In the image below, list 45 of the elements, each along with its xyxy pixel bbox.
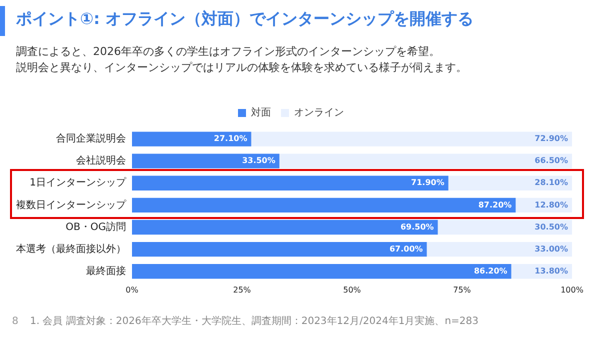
- bar: [251, 132, 572, 146]
- data-label: 27.10%: [214, 134, 248, 144]
- text: 説明会と異なり、インターンシップではリアルの体験を体験を求めている様子が伺えます。: [16, 60, 467, 76]
- bar: [132, 242, 427, 257]
- data-label: 67.00%: [389, 244, 423, 254]
- bar: [448, 176, 572, 190]
- y-tick-label: OB・OG訪問: [66, 220, 126, 233]
- y-tick-label: 最終面接: [86, 264, 126, 277]
- data-label: 33.50%: [242, 156, 276, 166]
- bar: [132, 198, 516, 213]
- x-tick-label: 25%: [233, 285, 252, 294]
- data-label: 72.90%: [534, 134, 568, 144]
- bar: [132, 132, 252, 146]
- data-label: 13.80%: [534, 266, 568, 276]
- y-tick-label: 複数日インターンシップ: [16, 198, 127, 211]
- bar: [132, 176, 448, 190]
- y-tick-label: 本選考（最終面接以外）: [16, 242, 126, 255]
- data-label: 30.50%: [534, 222, 568, 232]
- data-label: 66.50%: [534, 156, 568, 166]
- legend-label: 対面: [251, 106, 271, 119]
- bar: [132, 154, 280, 168]
- x-tick-label: 50%: [343, 285, 362, 294]
- data-label: 86.20%: [474, 266, 508, 276]
- text: 1. 会員 調査対象：2026年卒大学生・大学院生、調査期間：2023年12月/2024年1月実施、n=283: [30, 314, 479, 328]
- y-tick-label: 合同企業説明会: [56, 132, 126, 145]
- chart-title: ポイント①: オフライン（対面）でインターンシップを開催する: [16, 9, 474, 30]
- data-label: 71.90%: [411, 178, 444, 188]
- bar: [132, 264, 512, 279]
- data-label: 12.80%: [534, 200, 568, 210]
- data-label: 33.00%: [534, 244, 568, 254]
- text: 8: [12, 316, 18, 327]
- x-tick-label: 100%: [560, 285, 584, 294]
- bar: [132, 220, 438, 235]
- legend-label: オンライン: [294, 108, 344, 119]
- bar: [426, 242, 572, 257]
- chart-subtitle: 調査によると、2026年卒の多くの学生はオフライン形式のインターンシップを希望。: [16, 44, 440, 60]
- data-label: 87.20%: [478, 200, 512, 210]
- x-tick-label: 0%: [126, 285, 139, 294]
- data-label: 69.50%: [400, 222, 434, 232]
- bar: [438, 220, 572, 235]
- y-tick-label: 1日インターンシップ: [30, 176, 127, 189]
- bar: [279, 154, 572, 168]
- x-tick-label: 75%: [453, 285, 472, 294]
- y-tick-label: 会社説明会: [76, 154, 126, 167]
- data-label: 28.10%: [534, 178, 568, 188]
